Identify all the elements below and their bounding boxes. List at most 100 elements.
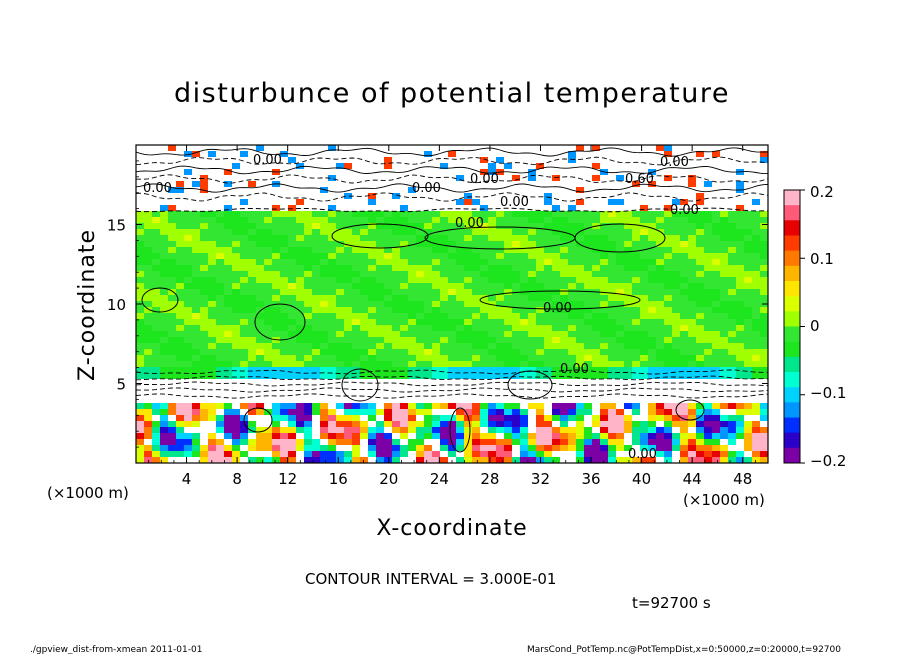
heatmap-cell	[224, 451, 233, 458]
heatmap-cell	[432, 277, 441, 284]
heatmap-cell	[504, 283, 513, 290]
heatmap-cell	[160, 283, 169, 290]
heatmap-cell	[512, 331, 521, 338]
heatmap-cell	[344, 355, 353, 362]
heatmap-cell	[136, 385, 145, 392]
heatmap-cell	[664, 235, 673, 242]
heatmap-cell	[352, 277, 361, 284]
heatmap-cell	[704, 415, 713, 422]
heatmap-cell	[720, 445, 729, 452]
heatmap-cell	[696, 421, 705, 428]
heatmap-cell	[560, 169, 569, 176]
heatmap-cell	[456, 151, 465, 158]
heatmap-cell	[400, 427, 409, 434]
heatmap-cell	[392, 229, 401, 236]
heatmap-cell	[424, 409, 433, 416]
heatmap-cell	[352, 259, 361, 266]
heatmap-cell	[296, 235, 305, 242]
contour-label: 0.00	[470, 172, 499, 187]
heatmap-cell	[408, 229, 417, 236]
heatmap-cell	[712, 355, 721, 362]
heatmap-cell	[688, 445, 697, 452]
heatmap-cell	[152, 157, 161, 164]
heatmap-cell	[296, 373, 305, 380]
heatmap-cell	[456, 355, 465, 362]
heatmap-cell	[408, 349, 417, 356]
heatmap-cell	[736, 181, 745, 188]
heatmap-cell	[536, 205, 545, 212]
heatmap-cell	[608, 391, 617, 398]
heatmap-cell	[424, 289, 433, 296]
heatmap-cell	[520, 253, 529, 260]
heatmap-cell	[520, 367, 529, 374]
heatmap-cell	[232, 175, 241, 182]
heatmap-cell	[232, 229, 241, 236]
heatmap-cell	[520, 307, 529, 314]
heatmap-cell	[344, 403, 353, 410]
heatmap-cell	[696, 373, 705, 380]
heatmap-cell	[328, 319, 337, 326]
heatmap-cell	[704, 157, 713, 164]
heatmap-cell	[712, 451, 721, 458]
heatmap-cell	[472, 223, 481, 230]
heatmap-cell	[664, 325, 673, 332]
heatmap-cell	[152, 433, 161, 440]
heatmap-cell	[648, 361, 657, 368]
heatmap-cell	[472, 241, 481, 248]
heatmap-cell	[408, 313, 417, 320]
heatmap-cell	[448, 307, 457, 314]
heatmap-cell	[472, 325, 481, 332]
heatmap-cell	[664, 391, 673, 398]
heatmap-cell	[624, 223, 633, 230]
heatmap-cell	[592, 307, 601, 314]
heatmap-cell	[584, 229, 593, 236]
x-unit-right: (×1000 m)	[683, 491, 765, 509]
heatmap-cell	[200, 355, 209, 362]
heatmap-cell	[304, 373, 313, 380]
heatmap-cell	[576, 295, 585, 302]
heatmap-cell	[680, 277, 689, 284]
heatmap-cell	[152, 175, 161, 182]
heatmap-cell	[416, 379, 425, 386]
heatmap-cell	[392, 199, 401, 206]
heatmap-cell	[632, 235, 641, 242]
heatmap-cell	[680, 385, 689, 392]
heatmap-cell	[464, 259, 473, 266]
heatmap-cell	[344, 181, 353, 188]
contour-line	[675, 399, 705, 421]
heatmap-cell	[728, 349, 737, 356]
heatmap-cell	[200, 427, 209, 434]
heatmap-cell	[248, 235, 257, 242]
heatmap-cell	[272, 331, 281, 338]
heatmap-cell	[728, 205, 737, 212]
heatmap-cell	[152, 199, 161, 206]
heatmap-cell	[424, 181, 433, 188]
heatmap-cell	[200, 223, 209, 230]
heatmap-cell	[296, 355, 305, 362]
heatmap-cell	[448, 367, 457, 374]
heatmap-cell	[600, 379, 609, 386]
heatmap-cell	[168, 319, 177, 326]
heatmap-cell	[416, 211, 425, 218]
heatmap-cell	[664, 427, 673, 434]
heatmap-cell	[400, 145, 409, 152]
heatmap-cell	[584, 439, 593, 446]
heatmap-cell	[256, 217, 265, 224]
heatmap-cell	[552, 451, 561, 458]
heatmap-cell	[744, 187, 753, 194]
heatmap-cell	[280, 385, 289, 392]
heatmap-cell	[568, 151, 577, 158]
heatmap-cell	[368, 439, 377, 446]
heatmap-cell	[480, 181, 489, 188]
heatmap-cell	[696, 397, 705, 404]
heatmap-cell	[528, 331, 537, 338]
heatmap-cell	[304, 223, 313, 230]
heatmap-cell	[312, 427, 321, 434]
heatmap-cell	[536, 265, 545, 272]
heatmap-cell	[448, 379, 457, 386]
heatmap-cell	[640, 199, 649, 206]
heatmap-cell	[672, 241, 681, 248]
heatmap-cell	[680, 235, 689, 242]
heatmap-cell	[464, 427, 473, 434]
heatmap-cell	[456, 175, 465, 182]
